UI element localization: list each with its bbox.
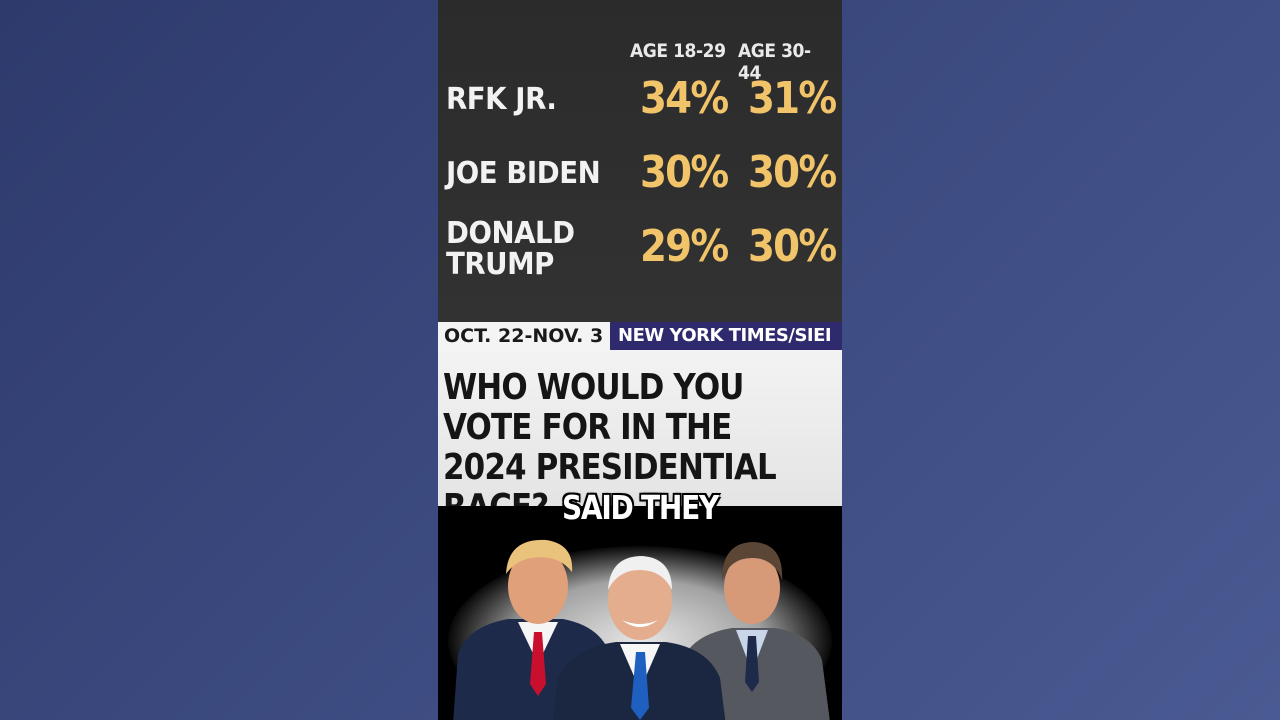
candidate-joe-biden: JOE BIDEN	[446, 156, 601, 191]
poll-results-table: AGE 18-29 AGE 30-44 RFK JR. 34% 31% JOE …	[438, 0, 842, 322]
donald-trump-age-18-29-value: 29%	[640, 221, 729, 272]
poll-date-range: OCT. 22-NOV. 3	[438, 322, 606, 350]
poll-question-panel: WHO WOULD YOU VOTE FOR IN THE 2024 PRESI…	[438, 350, 842, 528]
poll-source: NEW YORK TIMES/SIEI	[610, 322, 842, 350]
candidate-donald-trump: DONALD TRUMP	[446, 216, 575, 282]
biden-photo	[552, 556, 726, 720]
rfk-jr-age-18-29-value: 34%	[640, 73, 729, 124]
joe-biden-age-30-44-value: 30%	[748, 147, 837, 198]
candidate-rfk-jr: RFK JR.	[446, 82, 557, 117]
column-header-age-30-44: AGE 30-44	[738, 40, 811, 84]
donald-trump-age-30-44-value: 30%	[748, 221, 837, 272]
column-header-age-18-29: AGE 18-29	[630, 40, 726, 62]
candidates-photo	[438, 506, 842, 720]
video-caption: SAID THEY	[561, 488, 719, 527]
short-video-frame: AGE 18-29 AGE 30-44 RFK JR. 34% 31% JOE …	[438, 0, 842, 720]
joe-biden-age-18-29-value: 30%	[640, 147, 729, 198]
rfk-jr-age-30-44-value: 31%	[748, 73, 837, 124]
source-ribbon: OCT. 22-NOV. 3 NEW YORK TIMES/SIEI	[438, 322, 842, 350]
